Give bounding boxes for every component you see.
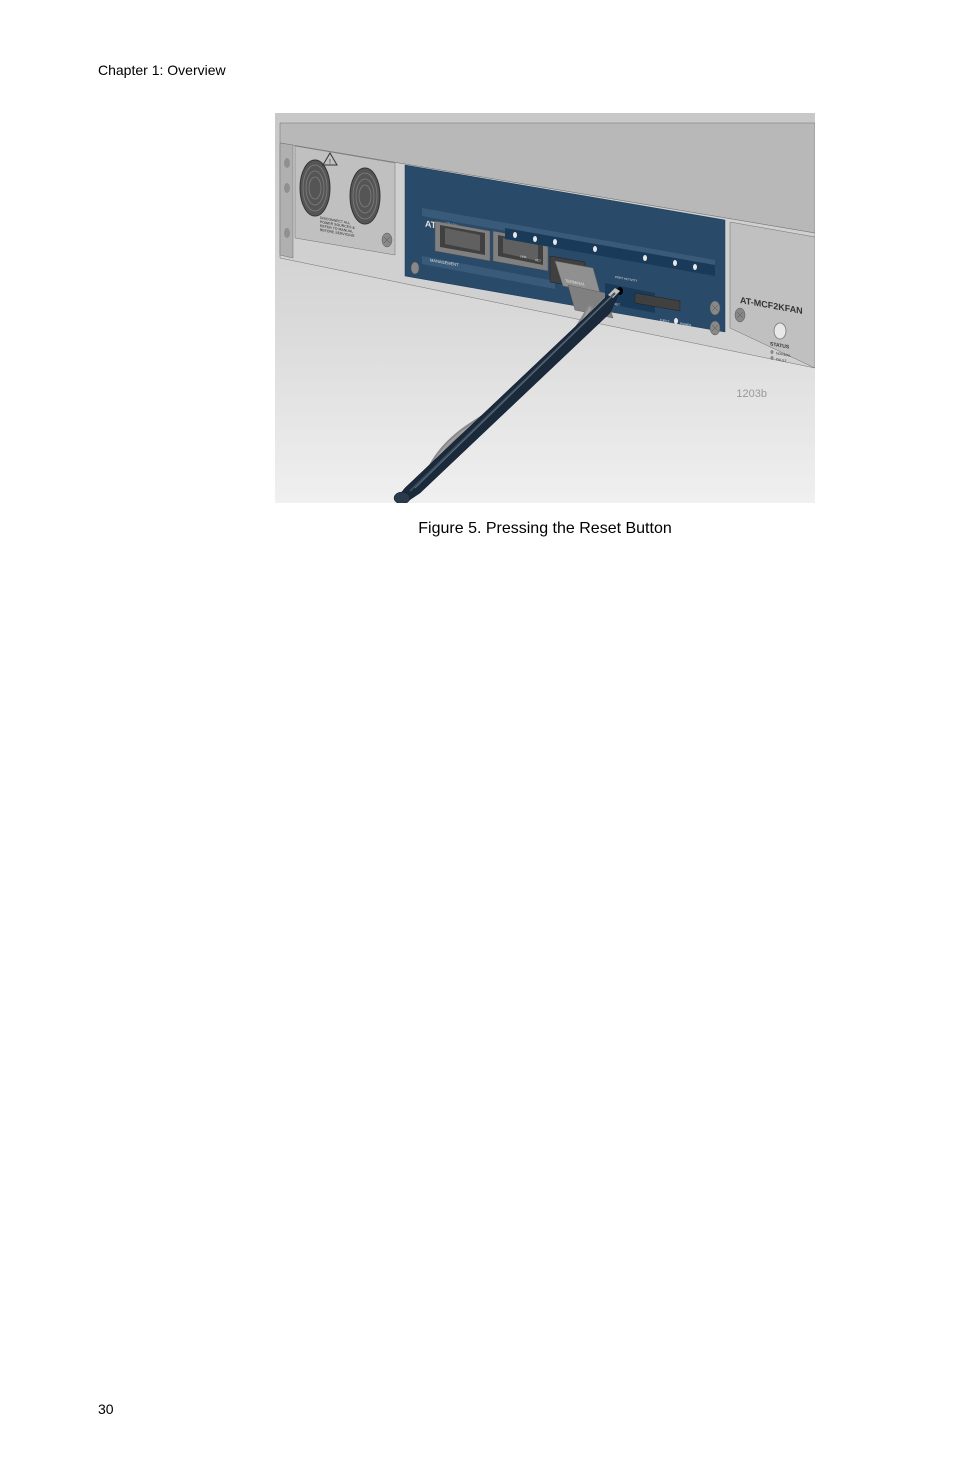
normal-dot — [771, 350, 774, 354]
stylus-cap — [394, 492, 410, 503]
led-6 — [673, 260, 677, 266]
chapter-header: Chapter 1: Overview — [98, 62, 226, 78]
warning-exclamation: ! — [329, 159, 331, 166]
figure-caption: Figure 5. Pressing the Reset Button — [275, 520, 815, 538]
device-svg: ! DISCONNECT ALL POWER SOURCES & REFER T… — [275, 113, 815, 503]
page-number: 30 — [98, 1401, 114, 1417]
led-1 — [513, 232, 517, 238]
bracket-hole-3 — [284, 228, 290, 238]
led-2 — [533, 236, 537, 242]
fan-grille-1 — [300, 160, 330, 216]
ground-screw — [411, 262, 419, 274]
fault-label: FAULT — [776, 357, 787, 363]
led-7 — [693, 264, 697, 270]
led-5 — [643, 255, 647, 261]
device-illustration: ! DISCONNECT ALL POWER SOURCES & REFER T… — [275, 113, 815, 503]
led-3 — [553, 239, 557, 245]
fan-grille-2 — [350, 168, 380, 224]
power-led — [674, 318, 678, 324]
stylus-reflection — [415, 295, 613, 488]
bracket-hole-1 — [284, 158, 290, 168]
fan-status-led — [774, 323, 786, 339]
stylus — [394, 288, 620, 503]
fault-dot — [771, 356, 774, 360]
led-4 — [593, 246, 597, 252]
model-label: 1203b — [736, 388, 767, 400]
figure-container: ! DISCONNECT ALL POWER SOURCES & REFER T… — [275, 113, 815, 503]
bracket-hole-2 — [284, 183, 290, 193]
